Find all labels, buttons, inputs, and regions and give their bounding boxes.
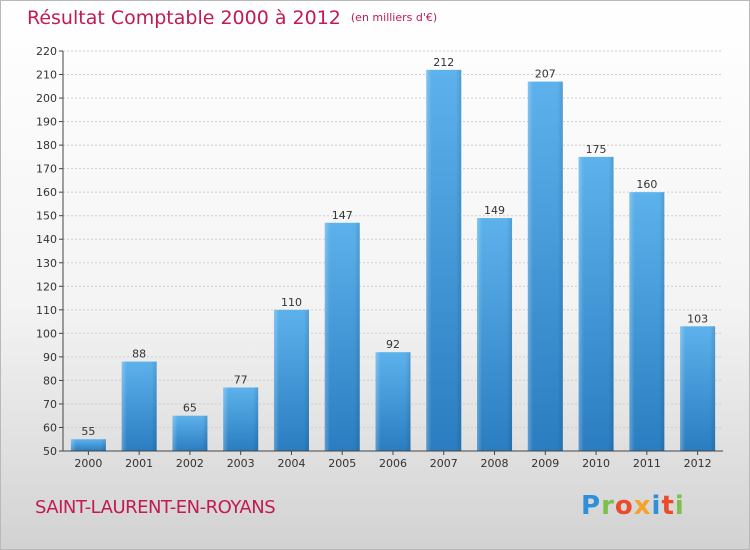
y-tick-label: 50 xyxy=(43,445,57,458)
data-label-2005: 147 xyxy=(332,209,353,222)
proxiti-logo: Proxiti xyxy=(581,491,685,521)
x-tick-label-2010: 2010 xyxy=(582,457,610,470)
x-tick-label-2006: 2006 xyxy=(379,457,407,470)
x-tick-label-2007: 2007 xyxy=(430,457,458,470)
bar-shade-2006 xyxy=(375,352,411,451)
data-label-2012: 103 xyxy=(687,312,708,325)
y-tick-label: 170 xyxy=(36,163,57,176)
bar-shade-2004 xyxy=(273,309,309,451)
data-label-2004: 110 xyxy=(281,296,302,309)
bar-shade-2005 xyxy=(324,222,360,451)
bar-shade-2002 xyxy=(172,415,208,451)
x-tick-label-2004: 2004 xyxy=(277,457,305,470)
x-tick-label-2011: 2011 xyxy=(633,457,661,470)
y-tick-label: 160 xyxy=(36,186,57,199)
x-tick-label-2012: 2012 xyxy=(684,457,712,470)
place-name: SAINT-LAURENT-EN-ROYANS xyxy=(35,497,276,518)
data-labels: 55 88 65 77 110 147 92 212 149 207 175 160 103 xyxy=(81,56,708,438)
y-axis-ticks: 50 60 70 80 90 100 110 120 130 140 150 160 170 180 190… xyxy=(36,45,63,458)
bar-shade-2010 xyxy=(578,156,614,451)
data-label-2007: 212 xyxy=(433,56,454,69)
y-tick-label: 140 xyxy=(36,233,57,246)
data-label-2008: 149 xyxy=(484,204,505,217)
bar-shade-2000 xyxy=(70,439,106,451)
bar-shade-2007 xyxy=(426,69,462,451)
x-tick-label-2008: 2008 xyxy=(481,457,509,470)
x-tick-label-2002: 2002 xyxy=(176,457,204,470)
y-tick-label: 220 xyxy=(36,45,57,58)
data-label-2011: 160 xyxy=(636,178,657,191)
data-label-2003: 77 xyxy=(234,373,248,386)
bar-shade-2008 xyxy=(477,218,513,451)
data-label-2009: 207 xyxy=(535,68,556,81)
bar-shade-2012 xyxy=(680,326,716,451)
bar-shade-2003 xyxy=(223,387,259,451)
grid-lines xyxy=(63,50,723,428)
y-tick-label: 120 xyxy=(36,280,57,293)
y-tick-label: 80 xyxy=(43,374,57,387)
x-tick-label-2001: 2001 xyxy=(125,457,153,470)
bar-shade-2009 xyxy=(527,81,563,452)
data-label-2010: 175 xyxy=(586,143,607,156)
x-tick-label-2005: 2005 xyxy=(328,457,356,470)
bars xyxy=(70,69,716,452)
y-tick-label: 210 xyxy=(36,69,57,82)
chart-subtitle: (en milliers d'€) xyxy=(350,11,438,24)
data-label-2000: 55 xyxy=(81,425,95,438)
y-tick-label: 200 xyxy=(36,92,57,105)
data-label-2001: 88 xyxy=(132,348,146,361)
chart-title: Résultat Comptable 2000 à 2012 (en millie… xyxy=(27,7,437,29)
data-label-2002: 65 xyxy=(183,402,197,415)
x-tick-label-2009: 2009 xyxy=(531,457,559,470)
y-tick-label: 110 xyxy=(36,304,57,317)
data-label-2006: 92 xyxy=(386,338,400,351)
y-tick-label: 150 xyxy=(36,210,57,223)
y-tick-label: 180 xyxy=(36,139,57,152)
y-tick-label: 130 xyxy=(36,257,57,270)
x-axis-ticks: 2000 2001 2002 2003 2004 2005 2006 2007 2008 2009… xyxy=(74,451,712,470)
bar-shade-2011 xyxy=(629,192,665,452)
y-tick-label: 70 xyxy=(43,398,57,411)
y-tick-label: 190 xyxy=(36,116,57,129)
x-tick-label-2003: 2003 xyxy=(227,457,255,470)
bar-shade-2001 xyxy=(121,361,157,451)
x-tick-label-2000: 2000 xyxy=(74,457,102,470)
y-tick-label: 100 xyxy=(36,327,57,340)
y-tick-label: 90 xyxy=(43,351,57,364)
title-text: Résultat Comptable 2000 à 2012 xyxy=(27,7,341,29)
y-tick-label: 60 xyxy=(43,421,57,434)
